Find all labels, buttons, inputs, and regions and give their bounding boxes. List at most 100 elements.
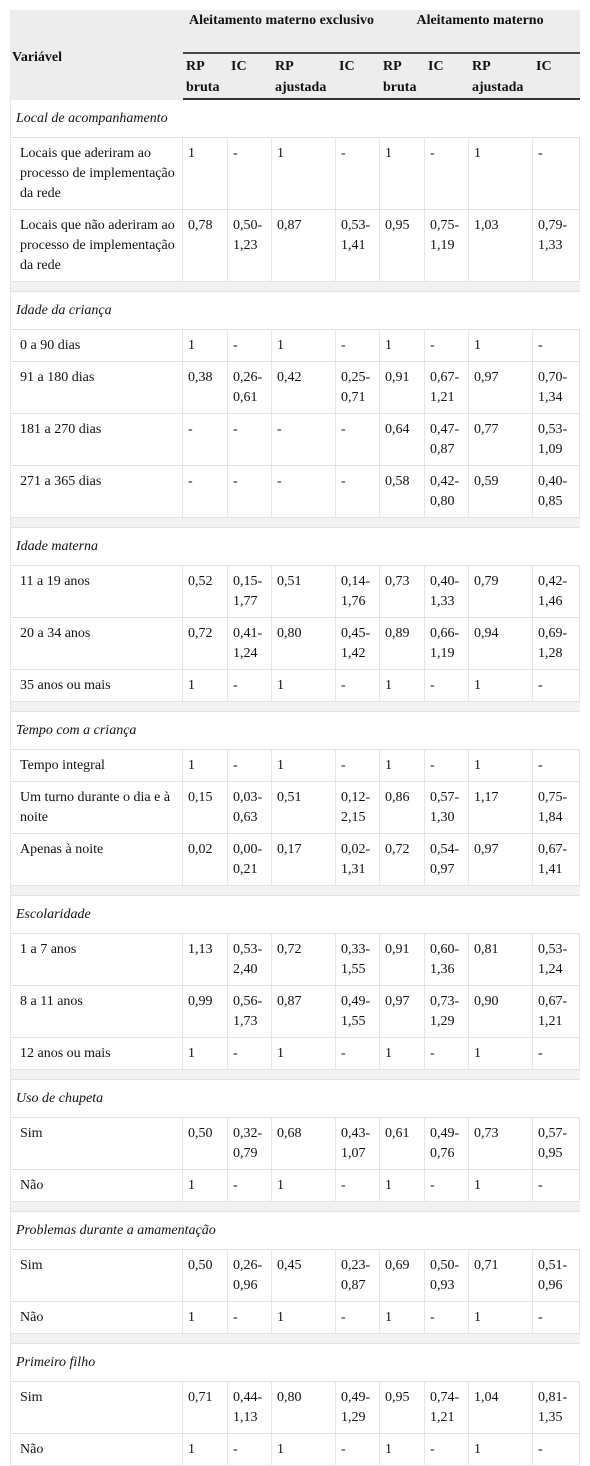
value-cell: 0,95 <box>380 210 426 282</box>
spacer-cell <box>10 1202 581 1212</box>
value-cell: 0,77 <box>469 414 534 466</box>
table-row: Não 1-1-1-1- <box>10 1434 581 1466</box>
value-cell: 0,03-0,63 <box>228 782 272 834</box>
value-cell: - <box>336 414 381 466</box>
row-label: Sim <box>10 1250 183 1302</box>
value-cell: 0,45-1,42 <box>336 618 381 670</box>
section-header-row: Local de acompanhamento <box>10 100 581 138</box>
value-cell: 0,73-1,29 <box>425 986 470 1038</box>
value-cell: 1 <box>469 1302 534 1334</box>
value-cell: 1 <box>469 1434 534 1466</box>
value-cell: - <box>425 1302 470 1334</box>
header-rp-ajustada: RP ajustada <box>469 54 534 100</box>
value-cell: 0,41-1,24 <box>228 618 272 670</box>
value-cell: - <box>425 330 470 362</box>
value-cell: 0,23-0,87 <box>336 1250 381 1302</box>
header-group-exclusivo: Aleitamento materno exclusivo <box>183 10 381 54</box>
value-cell: 0,67-1,21 <box>533 986 581 1038</box>
value-cell: 0,51-0,96 <box>533 1250 581 1302</box>
value-cell: - <box>533 1170 581 1202</box>
value-cell: 0,42 <box>272 362 336 414</box>
value-cell: 0,97 <box>469 834 534 886</box>
header-rp-ajustada: RP ajustada <box>272 54 336 100</box>
value-cell: 0,94 <box>469 618 534 670</box>
value-cell: 1 <box>380 1170 426 1202</box>
value-cell: - <box>425 1170 470 1202</box>
value-cell: 0,80 <box>272 618 336 670</box>
value-cell: - <box>425 138 470 210</box>
section-title: Idade materna <box>10 528 581 566</box>
table-row: Sim 0,50 0,26-0,96 0,45 0,23-0,87 0,69 0,50-0,… <box>10 1250 581 1302</box>
value-cell: 1 <box>469 670 534 702</box>
value-cell: 0,52 <box>183 566 228 618</box>
value-cell: - <box>336 1038 381 1070</box>
spacer-cell <box>10 1334 581 1344</box>
section-spacer <box>10 1070 581 1080</box>
value-cell: 1 <box>380 670 426 702</box>
value-cell: 0,56-1,73 <box>228 986 272 1038</box>
value-cell: 1,03 <box>469 210 534 282</box>
value-cell: 0,42-0,80 <box>425 466 470 518</box>
value-cell: - <box>533 1302 581 1334</box>
row-label: Não <box>10 1302 183 1334</box>
value-cell: 0,12-2,15 <box>336 782 381 834</box>
value-cell: 0,67-1,21 <box>425 362 470 414</box>
section-spacer <box>10 518 581 528</box>
value-cell: - <box>336 138 381 210</box>
value-cell: 0,49-1,55 <box>336 986 381 1038</box>
value-cell: 0,71 <box>469 1250 534 1302</box>
row-label: Não <box>10 1170 183 1202</box>
value-cell: - <box>533 1434 581 1466</box>
value-cell: 0,67-1,41 <box>533 834 581 886</box>
value-cell: 0,74-1,21 <box>425 1382 470 1434</box>
value-cell: - <box>228 670 272 702</box>
value-cell: 0,61 <box>380 1118 426 1170</box>
value-cell: 0,97 <box>469 362 534 414</box>
value-cell: 0,79-1,33 <box>533 210 581 282</box>
value-cell: 0,87 <box>272 986 336 1038</box>
header-ic: IC <box>533 54 581 100</box>
value-cell: 1 <box>183 138 228 210</box>
value-cell: - <box>425 1038 470 1070</box>
value-cell: 0,15-1,77 <box>228 566 272 618</box>
value-cell: 0,80 <box>272 1382 336 1434</box>
value-cell: - <box>533 670 581 702</box>
value-cell: 1 <box>272 138 336 210</box>
spacer-cell <box>10 1070 581 1080</box>
section-title: Problemas durante a amamentação <box>10 1212 581 1250</box>
spacer-cell <box>10 518 581 528</box>
value-cell: - <box>336 1302 381 1334</box>
value-cell: - <box>228 750 272 782</box>
value-cell: 0,99 <box>183 986 228 1038</box>
value-cell: 1 <box>469 330 534 362</box>
section-title: Uso de chupeta <box>10 1080 581 1118</box>
table-row: Sim 0,50 0,32-0,79 0,68 0,43-1,07 0,61 0,49-0,… <box>10 1118 581 1170</box>
value-cell: 1 <box>183 750 228 782</box>
value-cell: 1 <box>272 1302 336 1334</box>
value-cell: 0,02-1,31 <box>336 834 381 886</box>
value-cell: 0,53-1,09 <box>533 414 581 466</box>
value-cell: 0,58 <box>380 466 426 518</box>
section-spacer <box>10 282 581 292</box>
table-row: 1 a 7 anos 1,13 0,53-2,40 0,72 0,33-1,55 0,91… <box>10 934 581 986</box>
value-cell: 0,60-1,36 <box>425 934 470 986</box>
table-row: Locais que aderiram ao processo de imple… <box>10 138 581 210</box>
value-cell: 1,13 <box>183 934 228 986</box>
table-body: Local de acompanhamento Locais que aderir… <box>10 100 581 1466</box>
value-cell: 1 <box>183 1302 228 1334</box>
value-cell: 0,02 <box>183 834 228 886</box>
value-cell: 0,69-1,28 <box>533 618 581 670</box>
value-cell: - <box>533 750 581 782</box>
value-cell: 1 <box>272 1170 336 1202</box>
table-row: 11 a 19 anos 0,52 0,15-1,77 0,51 0,14-1,76 0,… <box>10 566 581 618</box>
table-row: 20 a 34 anos 0,72 0,41-1,24 0,80 0,45-1,42 0,… <box>10 618 581 670</box>
table-wrapper: Variável Aleitamento materno exclusivo A… <box>10 10 581 1466</box>
value-cell: 0,15 <box>183 782 228 834</box>
row-label: Locais que aderiram ao processo de imple… <box>10 138 183 210</box>
value-cell: 0,97 <box>380 986 426 1038</box>
section-header-row: Tempo com a criança <box>10 712 581 750</box>
value-cell: - <box>425 670 470 702</box>
value-cell: - <box>228 1038 272 1070</box>
section-spacer <box>10 1202 581 1212</box>
value-cell: 0,42-1,46 <box>533 566 581 618</box>
